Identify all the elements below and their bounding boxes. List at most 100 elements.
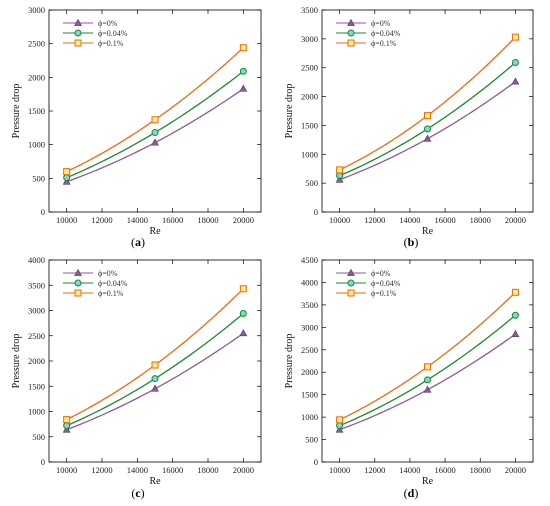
legend-marker-3 <box>347 39 355 47</box>
data-point-1 <box>511 77 520 85</box>
y-tick-label: 2500 <box>301 63 318 73</box>
y-tick-label: 1500 <box>301 120 318 130</box>
data-point-2 <box>63 174 71 182</box>
data-point-1 <box>423 385 432 393</box>
data-point-2 <box>151 129 159 137</box>
x-tick-label: 18000 <box>470 465 491 475</box>
x-tick-label: 18000 <box>197 465 218 475</box>
legend-marker-1 <box>347 18 355 26</box>
legend-marker-2 <box>347 29 355 37</box>
data-point-3 <box>239 285 247 293</box>
legend-label-1: ϕ=0% <box>98 19 118 28</box>
data-point-3 <box>239 44 247 52</box>
data-point-2 <box>239 67 247 75</box>
data-point-3 <box>151 361 159 369</box>
data-point-1 <box>239 84 248 92</box>
y-tick-label: 3500 <box>301 300 318 310</box>
y-tick-label: 3000 <box>301 322 318 332</box>
data-point-3 <box>63 416 71 424</box>
chart-panel-4: 0 500 1000 1500 2000 2500 3000 3500 4000 4500 1000… <box>284 255 534 500</box>
y-tick-label: 500 <box>305 435 318 445</box>
x-axis-label: Re <box>149 226 161 237</box>
data-point-1 <box>151 384 159 392</box>
legend-label-2: ϕ=0.04% <box>371 279 401 288</box>
data-point-3 <box>424 363 431 371</box>
y-tick-label: 2000 <box>301 367 318 377</box>
series-line-2 <box>66 70 244 179</box>
y-tick-label: 2000 <box>28 356 45 366</box>
y-tick-label: 3000 <box>301 34 318 44</box>
y-tick-label: 2500 <box>28 331 45 341</box>
data-point-3 <box>511 33 519 41</box>
x-tick-label: 14000 <box>127 215 148 225</box>
x-tick-label: 16000 <box>434 465 455 475</box>
x-tick-label: 12000 <box>91 465 112 475</box>
panel-caption: (d) <box>404 486 419 500</box>
legend-label-2: ϕ=0.04% <box>98 29 128 38</box>
legend-label-1: ϕ=0% <box>371 269 391 278</box>
x-tick-label: 16000 <box>162 215 183 225</box>
chart-panel-1: 0 500 1000 1500 2000 2500 3000 10000 12000 14000 1… <box>11 5 262 249</box>
y-tick-label: 2000 <box>301 92 318 102</box>
y-tick-label: 0 <box>41 207 45 217</box>
y-tick-label: 2500 <box>301 345 318 355</box>
data-point-1 <box>62 177 71 185</box>
x-tick-label: 16000 <box>162 465 183 475</box>
data-point-2 <box>151 375 159 383</box>
x-axis-label: Re <box>422 226 434 237</box>
y-tick-label: 4000 <box>28 255 45 265</box>
x-tick-label: 20000 <box>233 465 254 475</box>
y-axis-label: Pressure drop <box>284 84 295 139</box>
data-point-3 <box>336 166 344 174</box>
y-tick-label: 0 <box>314 457 318 467</box>
plot-frame <box>321 259 534 463</box>
y-tick-label: 0 <box>41 457 45 467</box>
x-tick-label: 14000 <box>127 465 148 475</box>
legend-label-1: ϕ=0% <box>98 269 118 278</box>
data-point-3 <box>151 116 159 124</box>
x-tick-label: 10000 <box>329 465 350 475</box>
y-tick-label: 3500 <box>28 280 45 290</box>
data-point-1 <box>151 138 159 146</box>
legend-marker-3 <box>347 289 355 297</box>
y-axis-label: Pressure drop <box>11 84 22 139</box>
legend-marker-2 <box>74 279 82 287</box>
legend-marker-1 <box>74 18 82 26</box>
legend-label-2: ϕ=0.04% <box>98 279 128 288</box>
data-point-1 <box>239 329 248 337</box>
x-tick-label: 16000 <box>434 215 455 225</box>
x-tick-label: 14000 <box>399 215 420 225</box>
y-tick-label: 1500 <box>28 381 45 391</box>
x-tick-label: 12000 <box>364 465 385 475</box>
legend-marker-3 <box>74 39 82 47</box>
series-line-3 <box>66 288 244 421</box>
x-tick-label: 18000 <box>197 215 218 225</box>
x-axis-label: Re <box>149 476 161 487</box>
legend-label-3: ϕ=0.1% <box>371 39 397 48</box>
x-tick-label: 14000 <box>399 465 420 475</box>
legend-marker-1 <box>74 268 82 276</box>
data-point-2 <box>63 422 71 430</box>
y-tick-label: 3000 <box>28 306 45 316</box>
data-point-1 <box>511 329 520 337</box>
legend-marker-2 <box>347 279 355 287</box>
series-line-2 <box>339 314 516 427</box>
y-tick-label: 1500 <box>28 106 45 116</box>
legend-label-3: ϕ=0.1% <box>98 39 124 48</box>
series-line-3 <box>66 47 244 173</box>
x-tick-label: 20000 <box>233 215 254 225</box>
data-point-3 <box>424 112 431 120</box>
y-tick-label: 1000 <box>301 149 318 159</box>
series-line-3 <box>339 36 516 171</box>
legend-label-3: ϕ=0.1% <box>371 289 397 298</box>
data-point-3 <box>511 288 519 296</box>
data-point-2 <box>239 310 247 318</box>
data-point-1 <box>335 175 344 183</box>
x-tick-label: 18000 <box>470 215 491 225</box>
y-axis-label: Pressure drop <box>11 334 22 389</box>
x-tick-label: 12000 <box>364 215 385 225</box>
data-point-2 <box>511 59 519 67</box>
y-tick-label: 4500 <box>301 255 318 265</box>
x-tick-label: 20000 <box>505 465 526 475</box>
